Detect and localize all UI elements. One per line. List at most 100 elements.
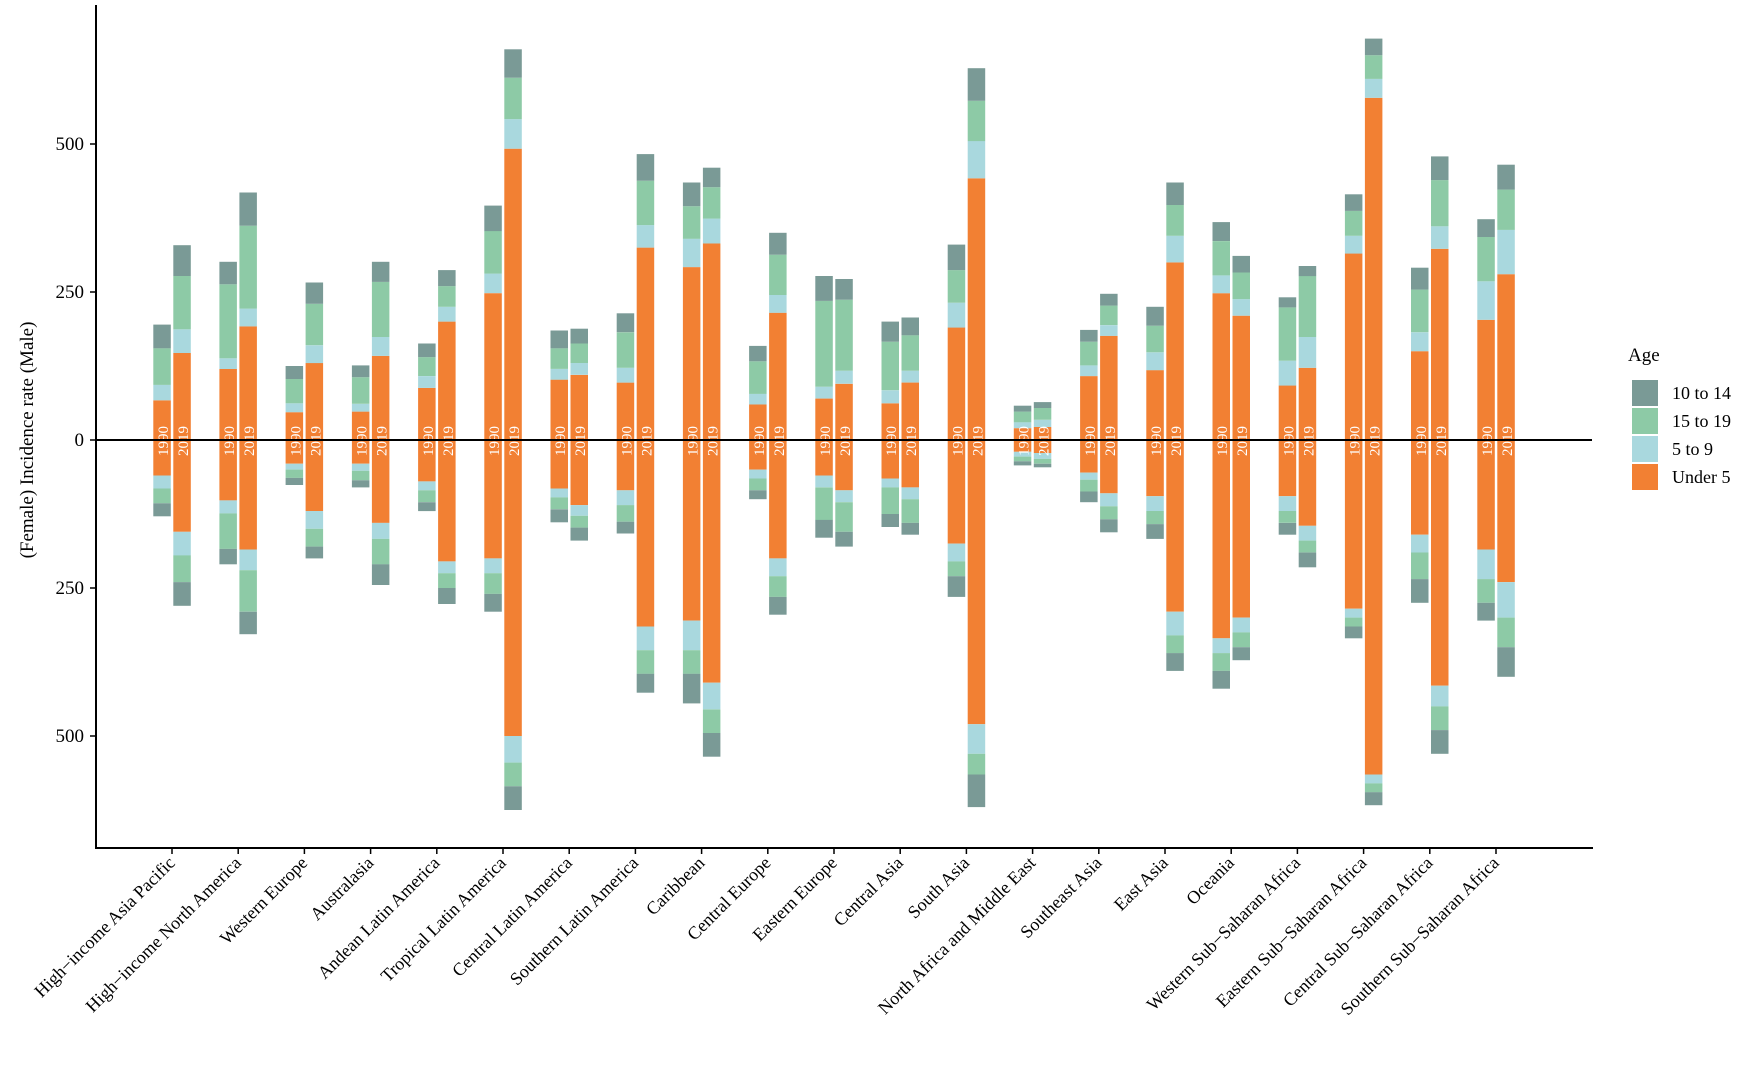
bar-segment-caribbean-1990-female-5-to-9 [682, 620, 701, 651]
bar-segment-southern-latin-america-1990-male-under-5 [616, 382, 635, 440]
bar-segment-tropical-latin-america-1990-male-5-to-9 [484, 273, 502, 294]
bar-segment-andean-latin-america-2019-female-under-5 [438, 440, 456, 562]
bar-segment-high-income-north-america-1990-female-5-to-9 [219, 500, 237, 514]
bar-segment-high-income-north-america-2019-male-5-to-9 [239, 308, 257, 327]
bar-segment-southern-sub-saharan-africa-1990-male-under-5 [1477, 319, 1495, 440]
bar-segment-southern-sub-saharan-africa-2019-female-15-to-19 [1497, 617, 1515, 648]
bar-segment-southeast-asia-1990-male-5-to-9 [1080, 365, 1098, 377]
bar-segment-south-asia-2019-female-5-to-9 [967, 724, 986, 754]
bar-segment-central-europe-2019-male-10-to-14 [769, 232, 787, 255]
bar-segment-east-asia-1990-female-10-to-14 [1146, 524, 1164, 539]
bar-segment-eastern-europe-2019-male-under-5 [835, 383, 853, 440]
bar-segment-central-sub-saharan-africa-2019-female-5-to-9 [1431, 685, 1449, 707]
bar-segment-eastern-europe-1990-male-under-5 [815, 398, 833, 440]
bar-segment-eastern-europe-1990-male-10-to-14 [815, 276, 833, 301]
bar-segment-eastern-sub-saharan-africa-2019-male-15-to-19 [1364, 55, 1383, 79]
bar-segment-east-asia-1990-female-under-5 [1146, 440, 1164, 497]
bar-segment-central-latin-america-2019-male-5-to-9 [570, 363, 588, 375]
bar-segment-north-africa-and-middle-east-2019-female-10-to-14 [1033, 463, 1052, 468]
bar-segment-high-income-north-america-1990-male-5-to-9 [219, 358, 237, 369]
bar-segment-southern-latin-america-1990-female-under-5 [616, 440, 635, 491]
legend-label-under-5: Under 5 [1672, 467, 1730, 487]
x-tick-label: Australasia [306, 853, 377, 924]
bar-segment-north-africa-and-middle-east-1990-female-10-to-14 [1013, 461, 1032, 466]
bar-segment-eastern-sub-saharan-africa-1990-female-10-to-14 [1344, 626, 1363, 639]
bar-segment-central-asia-1990-female-5-to-9 [881, 478, 899, 488]
bar-segment-oceania-2019-female-15-to-19 [1232, 632, 1250, 648]
bar-segment-western-sub-saharan-africa-2019-female-15-to-19 [1298, 540, 1317, 553]
bar-segment-southern-latin-america-2019-male-15-to-19 [636, 180, 655, 226]
bar-segment-south-asia-1990-male-10-to-14 [947, 244, 966, 271]
bar-segment-high-income-north-america-1990-male-10-to-14 [219, 261, 237, 285]
bar-segment-oceania-2019-female-5-to-9 [1232, 617, 1250, 633]
bar-segment-australasia-1990-male-5-to-9 [351, 403, 370, 412]
bar-segment-australasia-1990-male-under-5 [351, 411, 370, 440]
bar-segment-southern-sub-saharan-africa-2019-male-15-to-19 [1497, 189, 1515, 230]
legend-title: Age [1628, 345, 1660, 366]
bar-segment-australasia-1990-female-15-to-19 [351, 470, 370, 481]
bar-segment-south-asia-1990-male-under-5 [947, 327, 966, 440]
bar-segment-tropical-latin-america-2019-female-10-to-14 [504, 786, 522, 810]
bar-segment-central-sub-saharan-africa-1990-male-15-to-19 [1411, 289, 1429, 333]
bar-segment-north-africa-and-middle-east-2019-male-under-5 [1033, 427, 1052, 440]
bar-segment-eastern-europe-2019-male-5-to-9 [835, 370, 853, 384]
bar-segment-eastern-europe-2019-female-10-to-14 [835, 531, 853, 547]
bar-segment-australasia-1990-female-10-to-14 [351, 480, 370, 488]
bar-segment-southern-latin-america-1990-male-5-to-9 [616, 367, 635, 383]
x-tick-label: Tropical Latin America [377, 853, 510, 986]
legend-swatch-15-to-19 [1632, 408, 1658, 434]
bar-segment-central-europe-1990-female-under-5 [749, 440, 767, 470]
bar-segment-central-sub-saharan-africa-2019-male-10-to-14 [1431, 156, 1449, 181]
bar-segment-western-europe-2019-male-5-to-9 [305, 345, 324, 364]
bar-segment-central-sub-saharan-africa-1990-female-5-to-9 [1411, 534, 1429, 553]
bar-segment-central-asia-1990-female-under-5 [881, 440, 899, 479]
bar-segment-southeast-asia-2019-male-10-to-14 [1100, 293, 1118, 306]
bar-segment-southern-latin-america-2019-male-under-5 [636, 247, 655, 440]
bar-segment-high-income-north-america-1990-female-15-to-19 [219, 513, 237, 549]
bar-segment-andean-latin-america-1990-male-15-to-19 [418, 357, 436, 376]
bar-segment-southern-sub-saharan-africa-1990-male-10-to-14 [1477, 219, 1495, 237]
bar-segment-southern-latin-america-2019-male-10-to-14 [636, 154, 655, 181]
legend-swatch-under-5 [1632, 464, 1658, 490]
bar-segment-tropical-latin-america-2019-male-under-5 [504, 148, 522, 440]
bar-segment-east-asia-2019-female-under-5 [1166, 440, 1184, 612]
bar-segment-high-income-asia-pacific-2019-male-5-to-9 [173, 329, 191, 353]
bar-segment-east-asia-1990-male-5-to-9 [1146, 352, 1164, 371]
bar-segment-australasia-2019-female-15-to-19 [371, 538, 390, 565]
bar-segment-east-asia-1990-male-under-5 [1146, 370, 1164, 440]
bar-segment-high-income-north-america-2019-male-10-to-14 [239, 192, 257, 226]
x-tick-label: East Asia [1110, 853, 1172, 915]
bar-segment-central-europe-1990-male-5-to-9 [749, 393, 767, 405]
bar-segment-western-europe-1990-male-5-to-9 [285, 403, 304, 413]
bar-segment-southeast-asia-2019-male-under-5 [1100, 335, 1118, 440]
x-tick-label: Central Latin America [448, 853, 576, 981]
bar-segment-oceania-1990-male-under-5 [1212, 293, 1230, 440]
bar-segment-high-income-asia-pacific-2019-male-under-5 [173, 353, 191, 440]
bar-segment-australasia-2019-female-10-to-14 [371, 564, 390, 585]
bar-segment-southern-latin-america-2019-male-5-to-9 [636, 225, 655, 248]
bar-segment-tropical-latin-america-2019-male-10-to-14 [504, 49, 522, 78]
bar-segment-oceania-1990-male-15-to-19 [1212, 241, 1230, 276]
y-tick-label: 250 [56, 578, 85, 599]
bar-segment-western-europe-1990-male-under-5 [285, 412, 304, 440]
x-tick-label: Southern Latin America [506, 853, 642, 989]
bar-segment-central-asia-2019-male-under-5 [901, 382, 919, 440]
bar-segment-western-sub-saharan-africa-1990-male-15-to-19 [1278, 307, 1297, 361]
bar-segment-tropical-latin-america-1990-male-15-to-19 [484, 231, 502, 274]
bar-segment-east-asia-1990-female-15-to-19 [1146, 511, 1164, 524]
bar-segment-southern-latin-america-1990-female-15-to-19 [616, 505, 635, 522]
bar-segment-southeast-asia-1990-female-under-5 [1080, 440, 1098, 473]
bar-segment-andean-latin-america-1990-female-10-to-14 [418, 502, 436, 512]
bar-segment-central-asia-1990-male-15-to-19 [881, 341, 899, 391]
x-tick-label: Oceania [1182, 853, 1238, 909]
bar-segment-central-latin-america-1990-female-15-to-19 [550, 497, 568, 510]
bar-segment-high-income-asia-pacific-1990-male-15-to-19 [153, 348, 171, 385]
bar-segment-southeast-asia-2019-female-5-to-9 [1100, 493, 1118, 507]
bar-segment-tropical-latin-america-2019-female-5-to-9 [504, 736, 522, 763]
bar-segment-southern-latin-america-2019-female-5-to-9 [636, 626, 655, 651]
bar-segment-central-latin-america-1990-female-10-to-14 [550, 509, 568, 523]
bar-segment-oceania-1990-female-10-to-14 [1212, 670, 1230, 689]
bar-segment-eastern-europe-2019-male-15-to-19 [835, 299, 853, 371]
